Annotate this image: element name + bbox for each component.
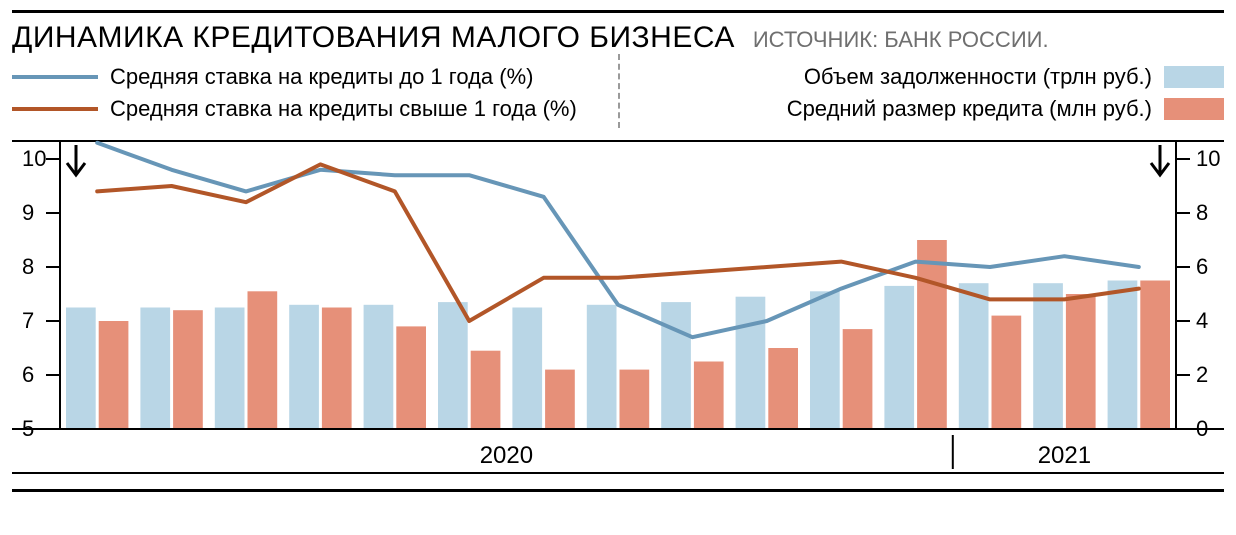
svg-text:8: 8 bbox=[1196, 200, 1208, 225]
legend-label: Средняя ставка на кредиты до 1 года (%) bbox=[110, 64, 533, 90]
svg-text:6: 6 bbox=[22, 362, 34, 387]
svg-text:7: 7 bbox=[22, 308, 34, 333]
svg-text:2020: 2020 bbox=[480, 442, 533, 469]
chart-svg: 5678910024681020202021 bbox=[12, 129, 1224, 489]
legend-swatch-icon bbox=[1164, 66, 1224, 88]
legend-divider bbox=[618, 54, 620, 128]
legend-item-loan: Средний размер кредита (млн руб.) bbox=[618, 93, 1224, 125]
legend-item-rate-long: Средняя ставка на кредиты свыше 1 года (… bbox=[12, 93, 618, 125]
svg-text:10: 10 bbox=[1196, 146, 1220, 171]
chart-title: ДИНАМИКА КРЕДИТОВАНИЯ МАЛОГО БИЗНЕСА bbox=[12, 21, 735, 55]
svg-text:6: 6 bbox=[1196, 254, 1208, 279]
svg-text:4: 4 bbox=[1196, 308, 1208, 333]
legend-label: Средняя ставка на кредиты свыше 1 года (… bbox=[110, 96, 577, 122]
legend-line-icon bbox=[12, 107, 98, 111]
chart-source: ИСТОЧНИК: БАНК РОССИИ. bbox=[753, 27, 1049, 53]
legend-swatch-icon bbox=[1164, 98, 1224, 120]
svg-text:8: 8 bbox=[22, 254, 34, 279]
legend-label: Объем задолженности (трлн руб.) bbox=[804, 64, 1152, 90]
svg-text:2: 2 bbox=[1196, 362, 1208, 387]
svg-text:10: 10 bbox=[22, 146, 46, 171]
chart-header: ДИНАМИКА КРЕДИТОВАНИЯ МАЛОГО БИЗНЕСА ИСТ… bbox=[12, 21, 1224, 55]
svg-text:2021: 2021 bbox=[1038, 442, 1091, 469]
legend-item-rate-short: Средняя ставка на кредиты до 1 года (%) bbox=[12, 61, 618, 93]
svg-text:9: 9 bbox=[22, 200, 34, 225]
chart-area: 5678910024681020202021 bbox=[12, 129, 1224, 489]
legend-item-debt: Объем задолженности (трлн руб.) bbox=[618, 61, 1224, 93]
legend-line-icon bbox=[12, 75, 98, 79]
legend-label: Средний размер кредита (млн руб.) bbox=[787, 96, 1152, 122]
